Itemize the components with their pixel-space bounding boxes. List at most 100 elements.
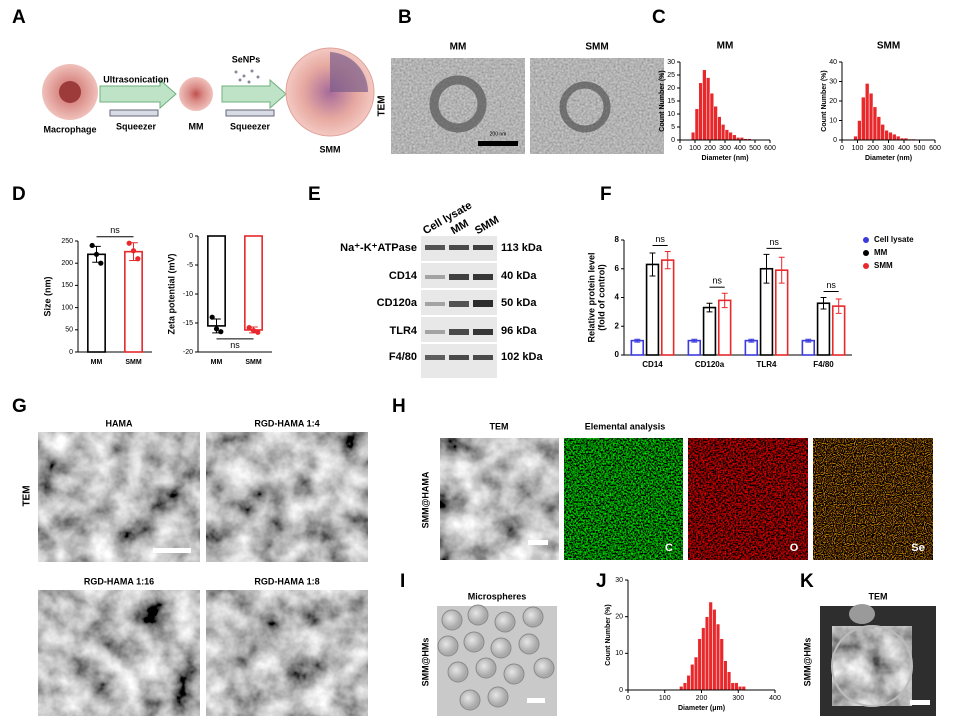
y-tick-label: 20 <box>615 614 623 621</box>
histogram-bar <box>697 638 702 691</box>
y-tick-label: 0 <box>833 137 837 144</box>
histogram-bar <box>712 609 717 691</box>
bar <box>244 235 263 331</box>
error-bar <box>691 338 698 343</box>
histogram-bar <box>701 627 706 691</box>
significance-label: ns <box>826 280 836 290</box>
x-tick-label: 600 <box>929 145 941 152</box>
x-tick-label: 600 <box>764 145 776 152</box>
y-tick-label: 0 <box>615 350 620 359</box>
histogram-bar <box>880 124 885 141</box>
x-tick-label: 400 <box>769 695 781 702</box>
x-tick-label: 0 <box>626 695 630 702</box>
size-label: 40 kDa <box>501 270 537 282</box>
histogram-bar <box>872 106 878 141</box>
histogram-bar <box>888 131 893 141</box>
panel-letter: G <box>12 396 27 417</box>
chart-title: SMM <box>877 41 900 52</box>
panel-letter: K <box>800 571 814 592</box>
y-tick-label: 30 <box>667 59 675 66</box>
histogram-bar <box>728 131 733 141</box>
y-tick-label: 10 <box>829 117 837 124</box>
squeezer-icon <box>109 109 159 117</box>
x-tick-label: SMM <box>125 359 142 366</box>
scale-bar <box>528 540 548 545</box>
significance-label: ns <box>655 234 665 244</box>
y-axis-label: (fold of control) <box>596 264 606 330</box>
bar <box>630 339 645 356</box>
y-axis-label: Count Number (%) <box>821 70 828 131</box>
scale-bar-label: 200 nm <box>490 131 507 137</box>
x-tick-label: CD14 <box>642 360 663 369</box>
data-point <box>89 242 95 249</box>
y-tick-label: 15 <box>667 98 675 105</box>
y-tick-label: 6 <box>615 264 620 273</box>
label: Ultrasonication <box>103 74 169 84</box>
size-label: 96 kDa <box>501 325 537 337</box>
x-tick-label: SMM <box>245 359 262 366</box>
data-point <box>98 260 104 266</box>
bar <box>645 263 660 356</box>
x-tick-label: MM <box>211 359 223 366</box>
size-label: 50 kDa <box>501 297 537 309</box>
error-bar <box>664 251 671 270</box>
histogram-bar <box>884 130 889 141</box>
mm-icon <box>179 77 213 111</box>
image-title: RGD-HAMA 1:16 <box>84 576 154 586</box>
histogram-bar <box>730 682 735 691</box>
histogram-bar <box>868 92 874 141</box>
bar <box>687 339 702 356</box>
histogram-bar <box>721 124 726 141</box>
row-label: SMM@HMs <box>802 638 812 687</box>
image-title: HAMA <box>106 418 133 428</box>
panel-letter: C <box>652 7 666 28</box>
y-tick-label: 20 <box>667 85 675 92</box>
lane-label: SMM <box>473 214 501 237</box>
data-point <box>250 327 257 334</box>
x-tick-label: MM <box>91 359 103 366</box>
panel-letter: E <box>308 184 321 205</box>
significance-label: ns <box>110 225 120 235</box>
histogram-bar <box>723 660 728 691</box>
protein-label: TLR4 <box>390 325 418 337</box>
scale-bar <box>527 698 545 703</box>
size-label: 102 kDa <box>501 351 543 363</box>
label: SeNPs <box>232 54 261 64</box>
data-point <box>218 329 224 335</box>
image-title: Microspheres <box>468 591 527 601</box>
data-point <box>130 248 137 254</box>
size-label: 113 kDa <box>501 242 543 254</box>
bar <box>87 253 106 353</box>
histogram-bar <box>741 686 746 691</box>
histogram-bar <box>726 671 732 691</box>
y-axis-label: Relative protein level <box>586 252 596 342</box>
error-bar <box>778 256 785 284</box>
lane-label: Cell lysate <box>421 200 474 238</box>
data-point <box>126 240 132 246</box>
row-label: TEM <box>22 485 33 506</box>
y-tick-label: 30 <box>829 78 837 85</box>
western-blot: Cell lysate MM SMM Na⁺-K⁺ATPase CD14 CD1… <box>340 200 543 378</box>
y-tick-label: 0 <box>619 687 623 694</box>
tem-image <box>391 58 525 154</box>
squeezer-icon <box>225 109 275 117</box>
y-tick-label: 50 <box>65 327 73 334</box>
scale-bar <box>153 548 191 553</box>
histogram-bar <box>713 105 718 141</box>
y-tick-label: 20 <box>829 98 837 105</box>
microsphere-edge <box>831 625 913 707</box>
x-axis-label: Diameter (nm) <box>701 155 748 162</box>
y-tick-label: 25 <box>667 72 675 79</box>
error-bar <box>721 292 728 309</box>
histogram-bar <box>693 656 699 691</box>
error-bar <box>763 253 770 284</box>
bar <box>801 339 816 356</box>
y-tick-label: -20 <box>183 349 193 356</box>
panel-letter: I <box>400 571 405 592</box>
legend-marker <box>863 250 869 256</box>
bar <box>660 259 675 356</box>
panel-letter: D <box>12 184 26 205</box>
error-bar <box>706 302 713 313</box>
chart-title: MM <box>717 41 734 52</box>
